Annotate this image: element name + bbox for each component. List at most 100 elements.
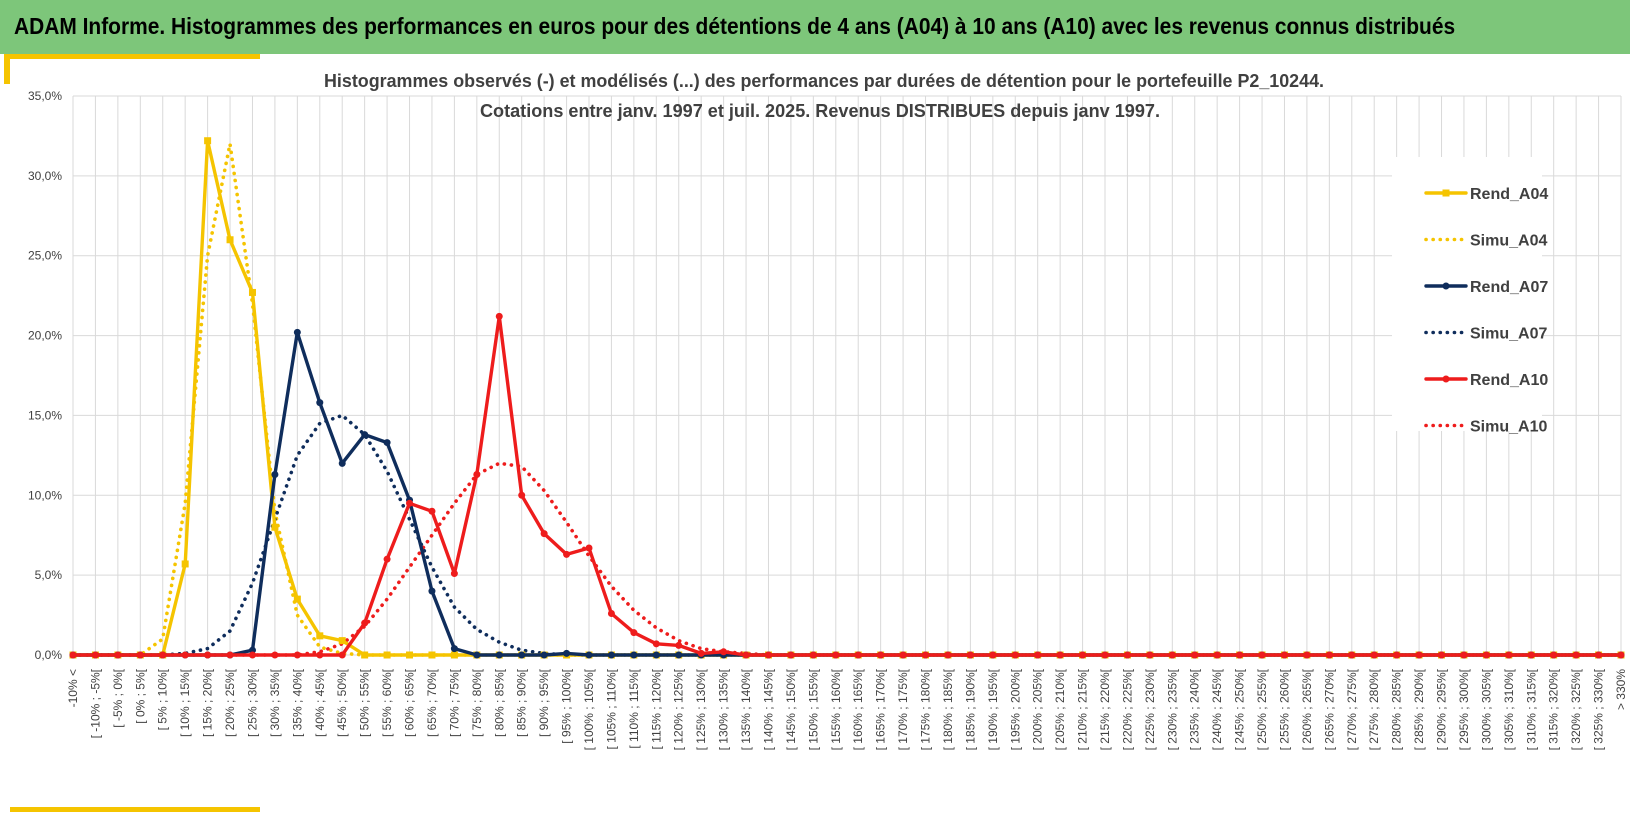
series-line-rend-a04 bbox=[71, 138, 1623, 657]
data-point bbox=[450, 651, 458, 659]
series-line-simu-a04 bbox=[71, 142, 1623, 657]
report-title: ADAM Informe. Histogrammes des performan… bbox=[14, 13, 1456, 39]
data-point bbox=[832, 651, 840, 659]
data-point bbox=[473, 471, 481, 479]
data-point bbox=[293, 595, 301, 603]
data-point bbox=[495, 651, 503, 659]
data-point bbox=[630, 651, 638, 659]
data-point bbox=[383, 555, 391, 563]
x-tick-label: [ 0% ; 5%[ bbox=[133, 668, 147, 723]
legend-marker bbox=[1442, 375, 1450, 383]
x-tick-label: [ 250% ; 255%[ bbox=[1255, 668, 1269, 750]
legend-label: Rend_A04 bbox=[1470, 186, 1548, 203]
x-tick-label: [ 180% ; 185%[ bbox=[941, 668, 955, 750]
data-point bbox=[1034, 651, 1042, 659]
data-point bbox=[1011, 651, 1019, 659]
data-point bbox=[787, 651, 795, 659]
data-point bbox=[361, 651, 369, 659]
data-point bbox=[1370, 651, 1378, 659]
x-tick-label: [ 135% ; 140%[ bbox=[739, 668, 753, 750]
data-point bbox=[1617, 651, 1625, 659]
y-tick-label: 30,0% bbox=[28, 169, 62, 183]
y-tick-label: 35,0% bbox=[28, 89, 62, 103]
x-tick-label: [ 75% ; 80%[ bbox=[470, 668, 484, 737]
x-tick-label: [ 185% ; 190%[ bbox=[963, 668, 977, 750]
x-tick-label: [ 115% ; 120%[ bbox=[649, 668, 663, 749]
data-point bbox=[607, 609, 615, 617]
x-tick-label: [ 290% ; 295%[ bbox=[1435, 668, 1449, 750]
x-tick-label: [ 20% ; 25%[ bbox=[223, 668, 237, 737]
data-point bbox=[1393, 651, 1401, 659]
x-tick-label: [ 215% ; 220%[ bbox=[1098, 668, 1112, 750]
data-point bbox=[1168, 651, 1176, 659]
series-line-rend-a10 bbox=[71, 314, 1623, 657]
x-tick-label: [ 95% ; 100%[ bbox=[560, 668, 574, 743]
data-point bbox=[114, 651, 122, 659]
data-point bbox=[271, 651, 279, 659]
x-tick-label: [ 295% ; 300%[ bbox=[1457, 668, 1471, 750]
x-tick-label: [ 10% ; 15%[ bbox=[178, 668, 192, 737]
accent-bar-top bbox=[4, 54, 260, 59]
data-point bbox=[361, 431, 369, 439]
x-tick-label: [ 130% ; 135%[ bbox=[717, 668, 731, 750]
data-point bbox=[316, 651, 324, 659]
data-point bbox=[877, 651, 885, 659]
data-point bbox=[1079, 651, 1087, 659]
x-tick-label: [ 255% ; 260%[ bbox=[1277, 668, 1291, 750]
x-tick-label: [ 60% ; 65%[ bbox=[403, 668, 417, 737]
chart-title: Histogrammes observés (-) et modélisés (… bbox=[324, 71, 1324, 91]
data-point bbox=[742, 651, 750, 659]
data-point bbox=[406, 651, 414, 659]
data-point bbox=[854, 651, 862, 659]
legend-label: Simu_A07 bbox=[1470, 326, 1547, 343]
x-tick-label: [ 120% ; 125%[ bbox=[672, 668, 686, 750]
x-tick-label: [ 285% ; 290%[ bbox=[1412, 668, 1426, 750]
data-point bbox=[630, 629, 638, 637]
data-point bbox=[181, 651, 189, 659]
x-tick-label: [ 260% ; 265%[ bbox=[1300, 668, 1314, 750]
grid bbox=[72, 95, 1622, 656]
data-point bbox=[809, 651, 817, 659]
data-point bbox=[181, 560, 189, 568]
x-tick-label: -10% < bbox=[66, 669, 80, 707]
data-point bbox=[361, 619, 369, 627]
data-point bbox=[1056, 651, 1064, 659]
data-point bbox=[966, 651, 974, 659]
x-tick-label: [ 235% ; 240%[ bbox=[1188, 668, 1202, 750]
y-tick-label: 0,0% bbox=[35, 648, 63, 662]
x-tick-label: [ 90% ; 95%[ bbox=[537, 668, 551, 737]
data-point bbox=[1348, 651, 1356, 659]
data-point bbox=[697, 649, 705, 657]
data-point bbox=[899, 651, 907, 659]
x-tick-label: [ 190% ; 195%[ bbox=[986, 668, 1000, 750]
x-tick-label: [ -5% ; 0%[ bbox=[111, 668, 125, 727]
data-point bbox=[944, 651, 952, 659]
x-tick-label: [ 170% ; 175%[ bbox=[896, 668, 910, 750]
data-point bbox=[540, 530, 548, 538]
data-point bbox=[1191, 651, 1199, 659]
x-tick-label: [ 85% ; 90%[ bbox=[515, 668, 529, 737]
data-point bbox=[922, 651, 930, 659]
accent-bar-bottom bbox=[10, 807, 260, 812]
x-tick-label: [ 150% ; 155%[ bbox=[806, 668, 820, 750]
data-point bbox=[271, 523, 279, 531]
y-axis-ticks: 0,0% 5,0% 10,0% 15,0% 20,0% 25,0% 30,0% 35,0% bbox=[28, 89, 62, 662]
data-point bbox=[428, 587, 436, 595]
x-tick-label: [ 225% ; 230%[ bbox=[1143, 668, 1157, 750]
data-point bbox=[1460, 651, 1468, 659]
data-point bbox=[1415, 651, 1423, 659]
x-tick-label: [ 305% ; 310%[ bbox=[1502, 668, 1516, 750]
data-point bbox=[1550, 651, 1558, 659]
data-point bbox=[675, 641, 683, 649]
x-tick-label: [ 320% ; 325%[ bbox=[1569, 668, 1583, 750]
legend-label: Rend_A10 bbox=[1470, 372, 1548, 389]
x-tick-label: [ 315% ; 320%[ bbox=[1547, 668, 1561, 750]
data-point bbox=[428, 651, 436, 659]
chart-frame: Histogrammes observés (-) et modélisés (… bbox=[0, 54, 1630, 816]
x-tick-label: [ 140% ; 145%[ bbox=[761, 668, 775, 750]
x-tick-label: [ 195% ; 200%[ bbox=[1008, 668, 1022, 750]
data-point bbox=[518, 491, 526, 499]
x-tick-label: [ 110% ; 115%[ bbox=[627, 668, 641, 748]
data-point bbox=[1123, 651, 1131, 659]
data-point bbox=[1482, 651, 1490, 659]
